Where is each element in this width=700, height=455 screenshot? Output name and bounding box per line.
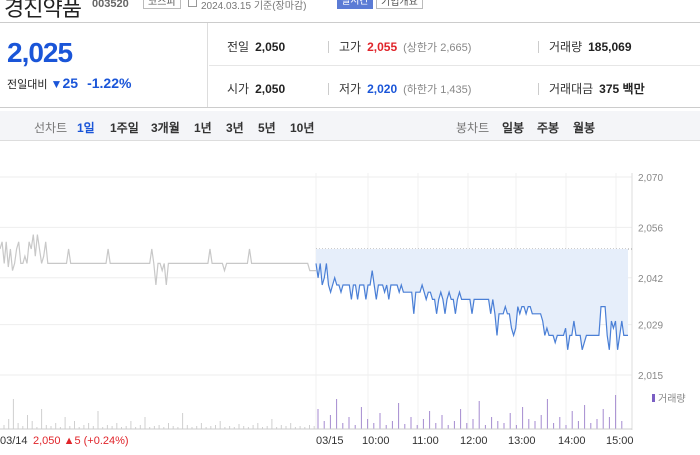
y-tick-label: 2,070: [638, 173, 663, 184]
price-summary: 2,025 전일대비 ▼25 -1.22% 전일 2,050 고가 2,055 (상한…: [0, 22, 700, 108]
x-tick-label: 03/15: [316, 435, 344, 447]
open-stat: 시가 2,050: [227, 80, 285, 97]
prev-close-label: 전일: [227, 40, 250, 54]
tab-1week[interactable]: 1주일: [110, 121, 139, 135]
base-date: 2024.03.15 기준(장마감): [201, 1, 307, 12]
intraday-chart[interactable]: 2,070 2,056 2,042 2,029 2,015 거래량 03/15 10:00 11…: [0, 141, 700, 450]
tab-weekly-candle[interactable]: 주봉: [537, 121, 560, 135]
high-stat: 고가 2,055 (상한가 2,665): [339, 38, 471, 55]
x-tick-label: 15:00: [606, 435, 634, 447]
divider: [538, 41, 539, 53]
high-value: 2,055: [367, 40, 398, 54]
y-tick-label: 2,029: [638, 321, 663, 332]
tab-3month[interactable]: 3개월: [151, 121, 180, 135]
prev-day-line: [0, 234, 316, 286]
lower-limit: (하한가 1,435): [403, 84, 472, 96]
tab-daily-candle[interactable]: 일봉: [502, 121, 525, 135]
divider: [538, 83, 539, 95]
prev-day-price: 2,050 ▲5 (+0.24%): [33, 435, 129, 447]
calendar-icon: [188, 0, 197, 7]
stock-code: 003520: [92, 0, 129, 10]
price-panel: 2,025 전일대비 ▼25 -1.22%: [0, 23, 208, 107]
low-value: 2,020: [367, 82, 398, 96]
current-price: 2,025: [7, 37, 73, 68]
prev-close-value: 2,050: [255, 40, 286, 54]
x-tick-label: 14:00: [558, 435, 586, 447]
trade-value-stat: 거래대금 375 백만: [549, 80, 645, 97]
volume-legend-swatch: [652, 394, 655, 402]
line-chart-label: 선차트: [34, 121, 68, 135]
volume-stat: 거래량 185,069: [549, 38, 632, 55]
y-tick-label: 2,015: [638, 371, 663, 382]
down-triangle-icon: ▼: [50, 77, 63, 91]
x-tick-label: 12:00: [460, 435, 488, 447]
open-label: 시가: [227, 82, 250, 96]
change-amount: 25: [62, 75, 79, 91]
chart-period-tabs: 선차트 1일 1주일 3개월 1년 3년 5년 10년 봉차트 일봉 주봉 월봉: [0, 111, 700, 141]
change-label: 전일대비: [7, 79, 48, 91]
tab-monthly-candle[interactable]: 월봉: [573, 121, 596, 135]
divider: [328, 83, 329, 95]
open-value: 2,050: [255, 82, 286, 96]
upper-limit: (상한가 2,665): [403, 42, 472, 54]
prev-close-stat: 전일 2,050: [227, 38, 285, 55]
tab-1year[interactable]: 1년: [194, 121, 212, 135]
trade-value-label: 거래대금: [549, 82, 594, 96]
company-overview-button[interactable]: 기업개요: [376, 0, 423, 9]
high-label: 고가: [339, 40, 362, 54]
stock-header: 경진약품 003520 코스피 2024.03.15 기준(장마감) 실시간 기…: [0, 0, 700, 22]
stock-name: 경진약품: [4, 0, 82, 21]
stats-divider: [209, 65, 700, 66]
y-tick-label: 2,056: [638, 223, 663, 234]
today-fill-area: [316, 249, 628, 350]
divider: [328, 41, 329, 53]
x-tick-label: 11:00: [412, 435, 439, 447]
y-tick-label: 2,042: [638, 274, 663, 285]
realtime-button[interactable]: 실시간: [337, 0, 373, 9]
chart-svg: 2,070 2,056 2,042 2,029 2,015 거래량 03/15 10:00 11…: [0, 173, 686, 447]
tab-10year[interactable]: 10년: [290, 121, 315, 135]
volume-value: 185,069: [588, 40, 632, 54]
trade-value-value: 375 백만: [599, 82, 645, 96]
x-tick-label: 13:00: [508, 435, 536, 447]
volume-label: 거래량: [549, 40, 583, 54]
candle-chart-label: 봉차트: [456, 121, 490, 135]
tab-1day[interactable]: 1일: [77, 121, 95, 135]
low-label: 저가: [339, 82, 362, 96]
low-stat: 저가 2,020 (하한가 1,435): [339, 80, 471, 97]
today-price-line: [315, 263, 628, 350]
x-tick-label: 10:00: [362, 435, 390, 447]
change-percent: -1.22%: [87, 75, 132, 91]
prev-day-date: 03/14: [0, 435, 28, 447]
tab-5year[interactable]: 5년: [258, 121, 276, 135]
tab-3year[interactable]: 3년: [226, 121, 244, 135]
volume-legend: 거래량: [658, 393, 686, 405]
market-badge: 코스피: [143, 0, 181, 9]
change-row: 전일대비 ▼25 -1.22%: [7, 75, 131, 92]
